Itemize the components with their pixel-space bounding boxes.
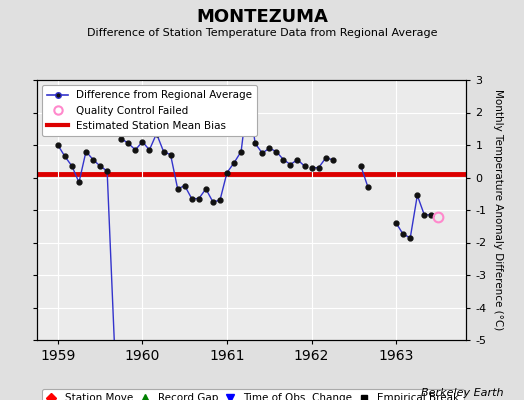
Legend: Station Move, Record Gap, Time of Obs. Change, Empirical Break: Station Move, Record Gap, Time of Obs. C…	[42, 389, 464, 400]
Text: Difference of Station Temperature Data from Regional Average: Difference of Station Temperature Data f…	[87, 28, 437, 38]
Y-axis label: Monthly Temperature Anomaly Difference (°C): Monthly Temperature Anomaly Difference (…	[493, 89, 503, 331]
Text: Berkeley Earth: Berkeley Earth	[421, 388, 503, 398]
Text: MONTEZUMA: MONTEZUMA	[196, 8, 328, 26]
